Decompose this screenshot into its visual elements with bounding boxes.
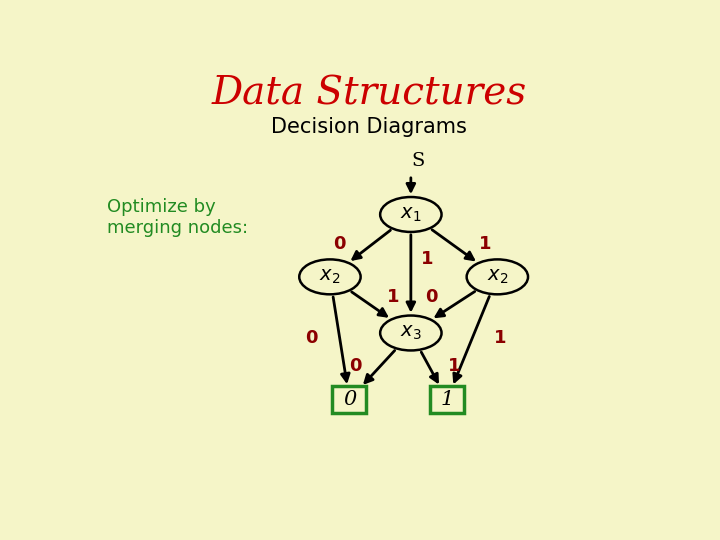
Ellipse shape [467,259,528,294]
Text: $x_2$: $x_2$ [319,268,341,286]
Text: $x_3$: $x_3$ [400,324,422,342]
Text: 1: 1 [479,234,491,253]
Text: 0: 0 [426,288,438,306]
Text: 0: 0 [343,390,356,409]
Text: 0: 0 [333,234,346,253]
Ellipse shape [380,197,441,232]
Text: 1: 1 [441,390,454,409]
FancyBboxPatch shape [333,386,366,413]
Text: $x_2$: $x_2$ [487,268,508,286]
Text: Optimize by
merging nodes:: Optimize by merging nodes: [107,198,248,237]
Ellipse shape [300,259,361,294]
Text: Decision Diagrams: Decision Diagrams [271,117,467,137]
Text: 1: 1 [448,357,460,375]
FancyBboxPatch shape [430,386,464,413]
Ellipse shape [380,315,441,350]
Text: 0: 0 [305,329,318,347]
Text: 0: 0 [348,357,361,375]
Text: Data Structures: Data Structures [212,75,526,112]
Text: $x_1$: $x_1$ [400,205,421,224]
Text: 1: 1 [421,250,434,268]
Text: S: S [411,152,424,170]
Text: 1: 1 [387,288,399,306]
Text: 1: 1 [494,329,506,347]
